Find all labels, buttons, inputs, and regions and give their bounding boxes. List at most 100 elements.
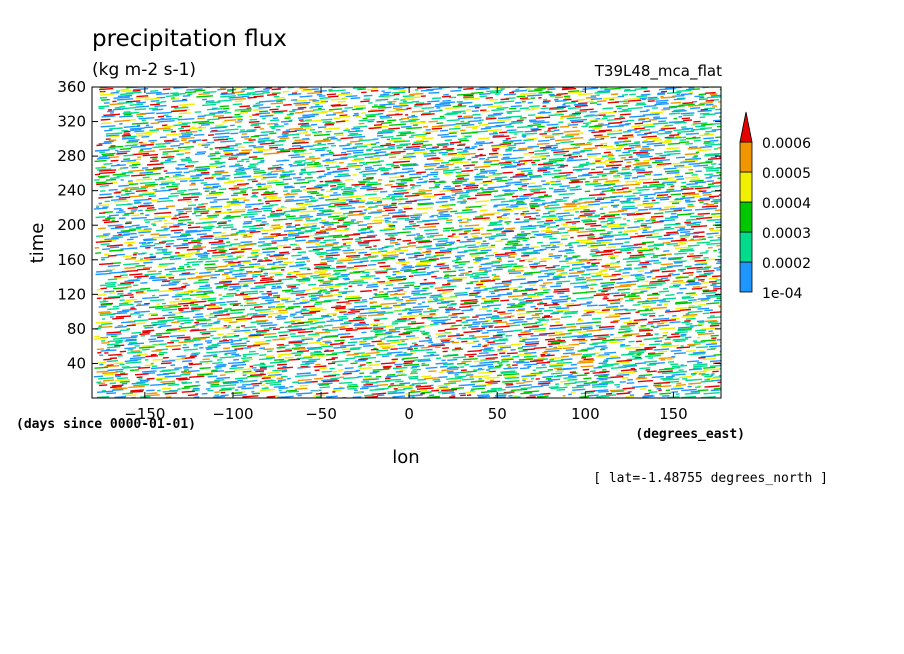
heatmap-cell — [206, 108, 223, 111]
heatmap-cell — [637, 249, 654, 252]
heatmap-cell — [573, 207, 588, 210]
heatmap-cell — [474, 142, 492, 145]
heatmap-cell — [607, 101, 619, 104]
heatmap-cell — [314, 90, 327, 93]
heatmap-cell — [340, 244, 351, 247]
heatmap-cell — [415, 102, 425, 105]
heatmap-cell — [325, 166, 341, 169]
heatmap-cell — [605, 147, 622, 151]
heatmap-cell — [155, 251, 173, 254]
heatmap-cell — [336, 265, 347, 268]
heatmap-cell — [697, 304, 706, 306]
heatmap-cell — [169, 300, 187, 303]
heatmap-cell — [631, 168, 645, 171]
heatmap-cell — [343, 251, 356, 254]
heatmap-cell — [493, 112, 504, 115]
heatmap-cell — [310, 326, 324, 329]
heatmap-cell — [434, 251, 452, 254]
heatmap-cell — [341, 348, 349, 351]
heatmap-cell — [410, 121, 427, 124]
heatmap-cell — [395, 182, 407, 185]
heatmap-cell — [577, 270, 585, 273]
heatmap-cell — [637, 270, 645, 273]
heatmap-cell — [635, 103, 647, 106]
heatmap-cell — [263, 184, 272, 187]
heatmap-cell — [189, 126, 207, 130]
heatmap-cell — [509, 121, 523, 125]
heatmap-cell — [283, 185, 293, 188]
heatmap-cell — [403, 269, 418, 273]
heatmap-cell — [386, 113, 403, 117]
heatmap-cell — [124, 144, 138, 147]
heatmap-cell — [123, 158, 131, 161]
heatmap-cell — [323, 223, 334, 226]
heatmap-cell — [151, 349, 163, 352]
heatmap-cell — [611, 166, 619, 169]
heatmap-cell — [161, 308, 178, 311]
heatmap-cell — [263, 209, 273, 212]
heatmap-cell — [120, 281, 134, 285]
heatmap-cell — [688, 306, 702, 309]
heatmap-cell — [285, 348, 292, 351]
heatmap-cell — [243, 141, 254, 144]
heatmap-cell — [333, 117, 341, 120]
heatmap-cell — [643, 197, 654, 200]
heatmap-cell — [394, 305, 401, 308]
heatmap-cell — [248, 120, 260, 123]
heatmap-cell — [195, 318, 207, 321]
heatmap-cell — [396, 134, 407, 137]
heatmap-cell — [593, 293, 610, 297]
heatmap-cell — [680, 160, 696, 164]
heatmap-cell — [614, 270, 622, 273]
heatmap-cell — [659, 198, 670, 201]
heatmap-cell — [452, 110, 466, 113]
heatmap-cell — [528, 284, 536, 287]
heatmap-cell — [420, 113, 435, 116]
heatmap-cell — [572, 291, 588, 295]
heatmap-cell — [282, 90, 290, 93]
heatmap-cell — [399, 338, 409, 341]
heatmap-cell — [658, 290, 670, 293]
heatmap-cell — [233, 173, 247, 176]
heatmap-cell — [150, 100, 160, 102]
heatmap-cell — [629, 350, 647, 353]
heatmap-cell — [370, 251, 382, 254]
heatmap-cell — [393, 286, 410, 289]
heatmap-cell — [135, 96, 150, 99]
heatmap-cell — [176, 256, 191, 259]
heatmap-cell — [678, 241, 688, 244]
heatmap-cell — [700, 299, 710, 302]
heatmap-cell — [704, 154, 720, 157]
heatmap-cell — [234, 275, 247, 278]
heatmap-cell — [192, 337, 207, 341]
heatmap-cell — [283, 193, 298, 196]
heatmap-cell — [258, 137, 270, 140]
heatmap-cell — [548, 159, 564, 163]
heatmap-cell — [488, 98, 499, 101]
heatmap-cell — [310, 227, 321, 230]
heatmap-cell — [705, 103, 714, 106]
heatmap-cell — [666, 242, 678, 246]
heatmap-cell — [297, 350, 309, 353]
heatmap-cell — [688, 344, 696, 347]
heatmap-cell — [241, 158, 250, 161]
heatmap-cell — [341, 192, 354, 195]
heatmap-cell — [288, 147, 304, 150]
heatmap-cell — [278, 353, 292, 356]
heatmap-cell — [524, 130, 538, 133]
heatmap-cell — [339, 115, 351, 118]
heatmap-cell — [666, 188, 675, 191]
heatmap-cell — [306, 346, 322, 349]
heatmap-cell — [662, 241, 671, 244]
heatmap-cell — [154, 178, 166, 181]
heatmap-cell — [312, 101, 326, 104]
heatmap-cell — [649, 183, 665, 186]
heatmap-cell — [334, 229, 349, 232]
heatmap-cell — [487, 121, 505, 125]
heatmap-cell — [402, 154, 414, 157]
heatmap-cell — [293, 316, 304, 319]
heatmap-cell — [547, 226, 558, 229]
heatmap-cell — [348, 210, 363, 213]
heatmap-cell — [478, 285, 487, 288]
heatmap-cell — [581, 314, 592, 317]
